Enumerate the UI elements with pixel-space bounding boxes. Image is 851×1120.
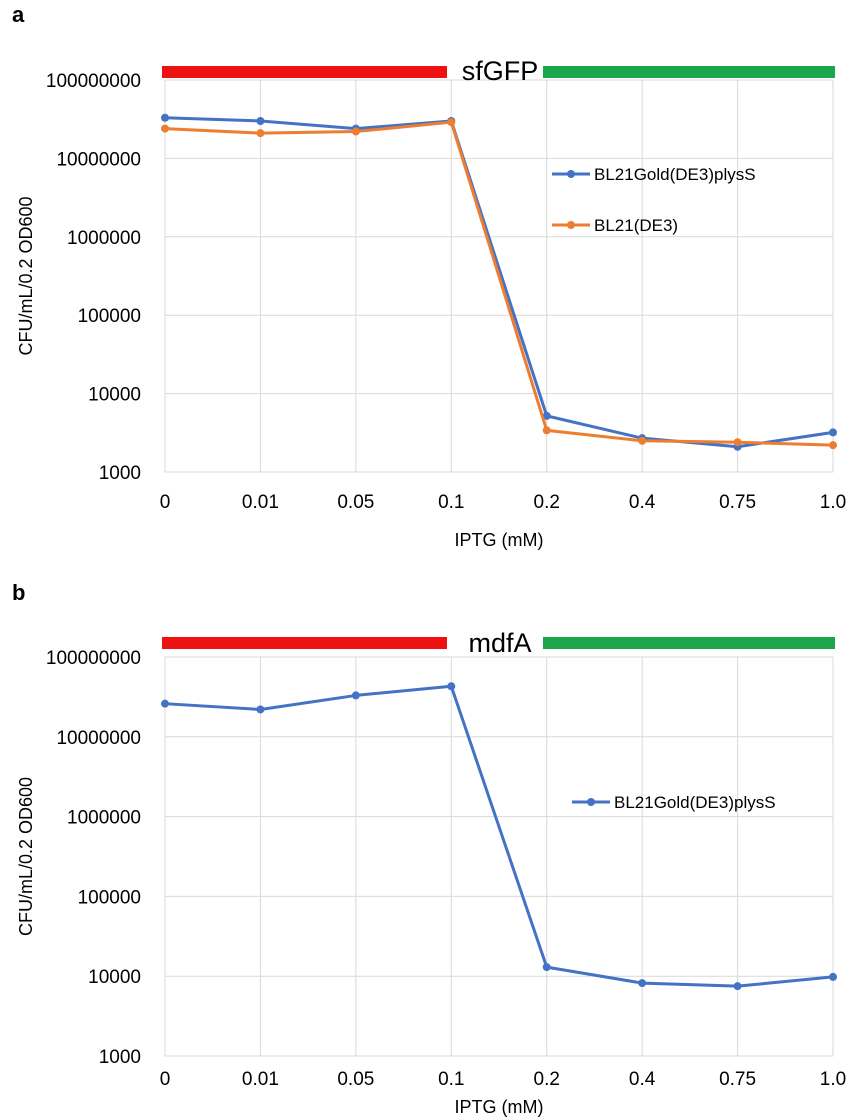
legend-swatch-marker	[567, 170, 575, 178]
data-point	[829, 973, 837, 981]
x-tick-label: 1.0	[820, 492, 846, 513]
x-tick-label: 0.1	[438, 1069, 464, 1090]
x-axis-title: IPTG (mM)	[455, 1097, 544, 1117]
x-tick-label: 0.05	[337, 492, 374, 513]
uninduced-bar	[162, 66, 447, 78]
legend-swatch-marker	[587, 798, 595, 806]
data-point	[734, 982, 742, 990]
x-tick-label: 0.4	[629, 492, 656, 513]
y-tick-label: 100000	[78, 306, 141, 327]
series-line	[165, 686, 833, 986]
y-axis-title: CFU/mL/0.2 OD600	[16, 196, 36, 355]
y-tick-label: 100000000	[46, 71, 141, 92]
x-axis-title: IPTG (mM)	[455, 530, 544, 550]
y-tick-label: 10000000	[56, 728, 141, 749]
x-tick-label: 0.01	[242, 492, 279, 513]
panel-letter: a	[12, 2, 25, 27]
panel-letter: b	[12, 580, 25, 605]
x-tick-label: 0.2	[534, 1069, 560, 1090]
x-tick-label: 0.75	[719, 1069, 756, 1090]
data-point	[638, 437, 646, 445]
data-point	[447, 118, 455, 126]
x-tick-label: 1.0	[820, 1069, 846, 1090]
data-point	[638, 979, 646, 987]
y-tick-label: 10000	[88, 967, 141, 988]
y-tick-label: 10000	[88, 385, 141, 406]
legend-label: BL21Gold(DE3)plysS	[614, 793, 776, 812]
data-point	[256, 705, 264, 713]
data-point	[256, 117, 264, 125]
x-tick-label: 0	[160, 1069, 171, 1090]
x-tick-label: 0.1	[438, 492, 464, 513]
data-point	[829, 441, 837, 449]
uninduced-bar	[162, 637, 447, 649]
panel-b-chart: b 1000 10000 100000 1000000 10000000 100000000…	[12, 580, 846, 1117]
panel-a-chart: a 1000 10000 100000 1000000 10000000 100000000…	[12, 2, 846, 550]
data-point	[161, 125, 169, 133]
x-tick-label: 0.75	[719, 492, 756, 513]
data-point	[543, 426, 551, 434]
y-tick-label: 1000000	[67, 228, 141, 249]
data-point	[161, 114, 169, 122]
chart-title: sfGFP	[462, 56, 539, 86]
y-tick-label: 1000000	[67, 808, 141, 829]
y-tick-label: 100000	[78, 887, 141, 908]
data-point	[352, 691, 360, 699]
legend-swatch-marker	[567, 221, 575, 229]
y-axis-title: CFU/mL/0.2 OD600	[16, 777, 36, 936]
x-tick-label: 0.05	[337, 1069, 374, 1090]
x-tick-label: 0.4	[629, 1069, 656, 1090]
x-tick-label: 0.01	[242, 1069, 279, 1090]
induced-bar	[543, 66, 835, 78]
data-point	[161, 700, 169, 708]
data-point	[543, 963, 551, 971]
data-point	[256, 129, 264, 137]
y-tick-label: 1000	[99, 463, 141, 484]
data-point	[734, 438, 742, 446]
y-tick-label: 10000000	[56, 149, 141, 170]
chart-title: mdfA	[468, 628, 531, 658]
x-tick-label: 0	[160, 492, 171, 513]
induced-bar	[543, 637, 835, 649]
y-tick-label: 1000	[99, 1047, 141, 1068]
data-point	[829, 428, 837, 436]
y-tick-label: 100000000	[46, 648, 141, 669]
legend-label: BL21Gold(DE3)plysS	[594, 165, 756, 184]
data-point	[352, 128, 360, 136]
x-tick-label: 0.2	[534, 492, 560, 513]
legend-label: BL21(DE3)	[594, 216, 678, 235]
data-point	[447, 682, 455, 690]
